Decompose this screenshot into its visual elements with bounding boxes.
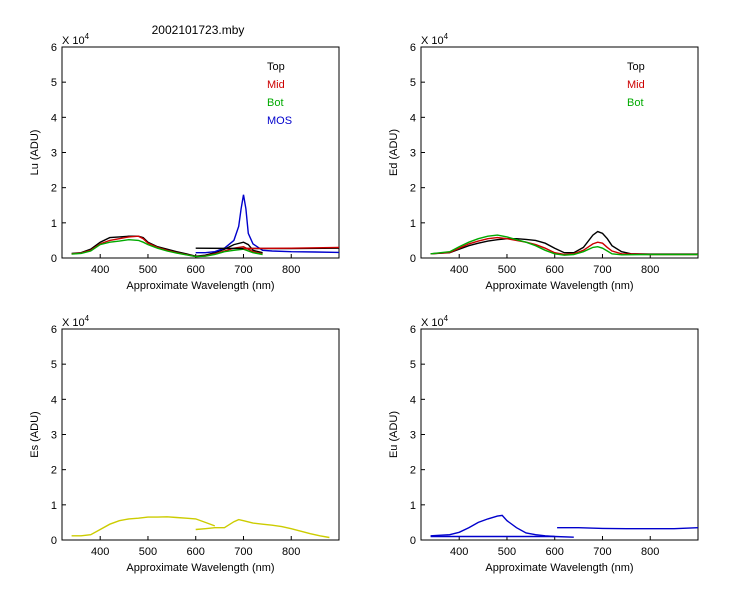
plot-frame [420, 46, 699, 259]
y-tick-label: 5 [410, 77, 416, 89]
series-line-0 [71, 516, 216, 537]
x-tick-label: 600 [187, 546, 205, 558]
x-axis-label: Approximate Wavelength (nm) [126, 280, 274, 292]
legend-item-mid: Mid [627, 79, 645, 91]
y-tick-label: 1 [410, 500, 416, 512]
y-tick-label: 4 [410, 394, 416, 406]
legend-item-mid: Mid [267, 79, 285, 91]
x-tick-label: 700 [593, 546, 611, 558]
y-tick-label: 3 [51, 430, 57, 442]
x-tick-label: 800 [282, 264, 300, 276]
x-tick-label: 500 [139, 264, 157, 276]
series-line-top [430, 230, 698, 255]
x-tick-label: 800 [641, 546, 659, 558]
y-tick-label: 0 [410, 253, 416, 265]
x-tick-label: 800 [282, 546, 300, 558]
legend-item-bot: Bot [267, 97, 284, 109]
y-tick-label: 0 [51, 535, 57, 547]
y-axis-label: Lu (ADU) [29, 130, 41, 176]
series-line-top [71, 235, 263, 257]
y-tick-label: 6 [410, 42, 416, 54]
series-line-1 [195, 518, 330, 539]
legend-item-top: Top [627, 61, 645, 73]
series-line-5 [243, 246, 339, 250]
y-axis-label: Es (ADU) [29, 411, 41, 457]
y-tick-label: 5 [51, 359, 57, 371]
x-axis-label: Approximate Wavelength (nm) [126, 562, 274, 574]
series-line-mos [195, 194, 339, 254]
y-multiplier-base: X 10 [62, 317, 85, 329]
series-line-0 [430, 514, 555, 538]
legend-item-bot: Bot [627, 97, 644, 109]
y-tick-label: 4 [51, 112, 57, 124]
x-tick-label: 400 [91, 546, 109, 558]
x-tick-label: 400 [450, 546, 468, 558]
x-tick-label: 400 [91, 264, 109, 276]
legend-item-mos: MOS [267, 115, 292, 127]
plot-frame [61, 46, 340, 259]
x-axis-label: Approximate Wavelength (nm) [485, 562, 633, 574]
x-tick-label: 500 [139, 546, 157, 558]
y-tick-label: 1 [51, 500, 57, 512]
legend-item-top: Top [267, 61, 285, 73]
y-tick-label: 6 [51, 42, 57, 54]
y-tick-label: 6 [410, 324, 416, 336]
y-tick-label: 2 [410, 183, 416, 195]
x-tick-label: 600 [546, 264, 564, 276]
y-tick-label: 2 [410, 465, 416, 477]
y-axis-label: Eu (ADU) [388, 411, 400, 458]
x-tick-label: 600 [546, 546, 564, 558]
y-tick-label: 3 [410, 430, 416, 442]
y-multiplier-base: X 10 [421, 35, 444, 47]
y-tick-label: 1 [51, 218, 57, 230]
x-tick-label: 700 [234, 264, 252, 276]
x-tick-label: 500 [498, 264, 516, 276]
plot-frame [420, 328, 699, 541]
x-tick-label: 600 [187, 264, 205, 276]
y-tick-label: 0 [410, 535, 416, 547]
y-multiplier-exponent: 4 [444, 32, 449, 41]
y-tick-label: 3 [410, 148, 416, 160]
figure-title: 2002101723.mby [152, 23, 245, 37]
y-tick-label: 3 [51, 148, 57, 160]
series-line-bot [71, 238, 263, 258]
series-line-1 [430, 535, 574, 538]
y-tick-label: 0 [51, 253, 57, 265]
y-tick-label: 5 [410, 359, 416, 371]
series-line-bot [430, 234, 698, 256]
y-multiplier-exponent: 4 [444, 314, 449, 323]
plot-frame [61, 328, 340, 541]
x-tick-label: 400 [450, 264, 468, 276]
x-tick-label: 500 [498, 546, 516, 558]
x-tick-label: 700 [234, 546, 252, 558]
x-tick-label: 800 [641, 264, 659, 276]
y-multiplier-exponent: 4 [85, 314, 90, 323]
y-multiplier-exponent: 4 [85, 32, 90, 41]
y-multiplier-label: X 104 [62, 314, 90, 329]
y-tick-label: 2 [51, 183, 57, 195]
y-tick-label: 4 [410, 112, 416, 124]
x-axis-label: Approximate Wavelength (nm) [485, 280, 633, 292]
y-multiplier-base: X 10 [421, 317, 444, 329]
series-line-2 [557, 527, 698, 530]
y-axis-label: Ed (ADU) [388, 129, 400, 176]
y-tick-label: 2 [51, 465, 57, 477]
y-tick-label: 4 [51, 394, 57, 406]
y-tick-label: 5 [51, 77, 57, 89]
series-line-mid [430, 236, 698, 256]
y-multiplier-label: X 104 [421, 32, 449, 47]
y-multiplier-base: X 10 [62, 35, 85, 47]
y-tick-label: 1 [410, 218, 416, 230]
y-tick-label: 6 [51, 324, 57, 336]
y-multiplier-label: X 104 [62, 32, 90, 47]
y-multiplier-label: X 104 [421, 314, 449, 329]
x-tick-label: 700 [593, 264, 611, 276]
series-line-mid [71, 235, 263, 258]
